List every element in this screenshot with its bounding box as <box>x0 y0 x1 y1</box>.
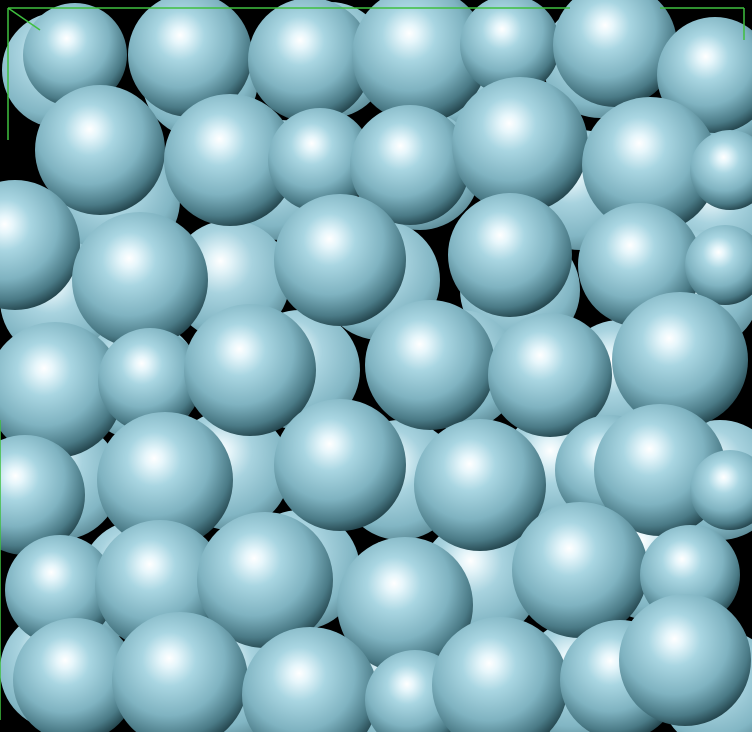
sphere <box>619 594 751 726</box>
sphere <box>657 17 752 133</box>
sphere <box>432 617 568 732</box>
bounding-box <box>0 7 745 720</box>
sphere <box>0 180 80 310</box>
sphere <box>98 328 202 432</box>
sphere <box>242 627 378 732</box>
sphere <box>452 77 588 213</box>
sphere <box>112 612 248 732</box>
sphere <box>274 194 406 326</box>
sphere <box>582 97 718 233</box>
sphere <box>460 0 560 95</box>
sphere <box>248 0 372 122</box>
sphere <box>352 0 488 123</box>
sphere <box>690 450 752 530</box>
sphere <box>5 535 115 645</box>
sphere <box>164 94 296 226</box>
bounding-box-edge <box>7 7 41 31</box>
sphere <box>13 618 137 732</box>
sphere <box>274 399 406 531</box>
sphere <box>690 130 752 210</box>
sphere <box>337 537 473 673</box>
sphere <box>612 292 748 428</box>
sphere <box>512 502 648 638</box>
sphere <box>448 193 572 317</box>
sphere <box>685 225 752 305</box>
sphere <box>0 435 85 555</box>
sphere <box>553 0 677 107</box>
sphere <box>268 108 372 212</box>
sphere <box>0 322 123 458</box>
sphere <box>197 512 333 648</box>
sphere <box>97 412 233 548</box>
sphere <box>23 3 127 107</box>
sphere <box>350 105 470 225</box>
sphere <box>414 419 546 551</box>
sphere <box>184 304 316 436</box>
sphere <box>72 212 208 348</box>
sphere <box>488 313 612 437</box>
sphere <box>128 0 252 117</box>
sphere <box>35 85 165 215</box>
sphere <box>365 300 495 430</box>
